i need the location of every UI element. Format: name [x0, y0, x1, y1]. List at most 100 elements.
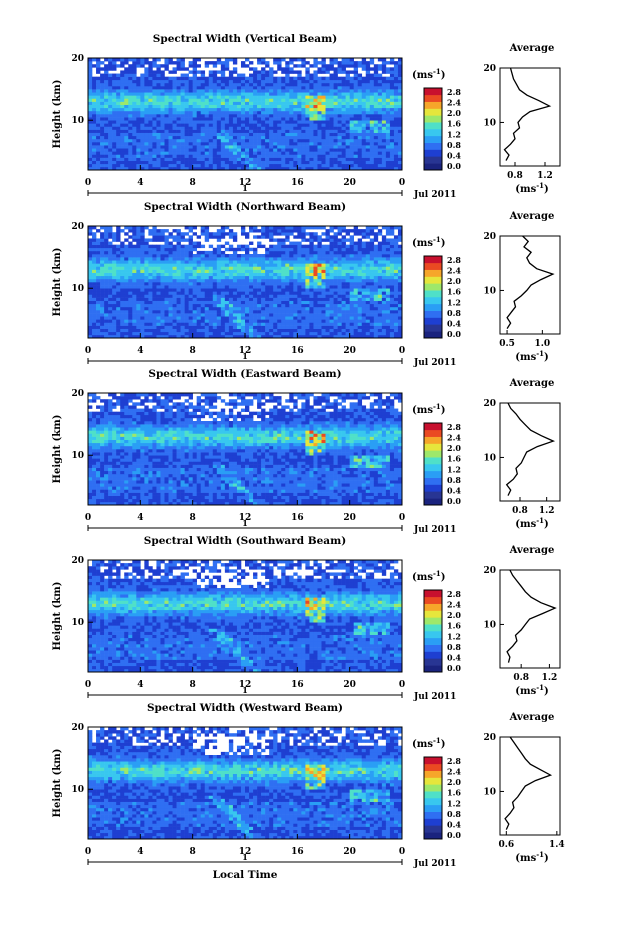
- heatmap-cell: [128, 331, 133, 336]
- heatmap-cell: [297, 254, 302, 258]
- heatmap-cell: [156, 319, 161, 323]
- heatmap-cell: [224, 64, 230, 68]
- heatmap-cell: [305, 334, 310, 339]
- heatmap-cell: [341, 166, 346, 171]
- heatmap-cell: [240, 263, 246, 267]
- heatmap-cell: [156, 142, 161, 146]
- heatmap-cell: [281, 82, 286, 87]
- heatmap-cell: [305, 254, 310, 258]
- colorbar-segment: [424, 115, 442, 123]
- heatmap-cell: [208, 160, 214, 165]
- heatmap-cell: [136, 300, 141, 305]
- heatmap-cell: [257, 145, 262, 149]
- heatmap-cell: [377, 160, 383, 165]
- heatmap-cell: [349, 76, 354, 81]
- heatmap-cell: [168, 272, 173, 277]
- heatmap-cell: [337, 104, 342, 109]
- heatmap-cell: [232, 114, 238, 118]
- heatmap-cell: [88, 82, 93, 87]
- heatmap-cell: [361, 322, 367, 326]
- heatmap-cell: [293, 135, 298, 140]
- heatmap-cell: [152, 148, 157, 152]
- heatmap-cell: [377, 114, 383, 118]
- heatmap-cell: [188, 257, 193, 261]
- heatmap-cell: [249, 163, 254, 168]
- heatmap-cell: [208, 138, 214, 143]
- heatmap-cell: [305, 328, 310, 333]
- heatmap-cell: [249, 79, 254, 84]
- heatmap-cell: [393, 263, 399, 267]
- heatmap-cell: [297, 114, 302, 118]
- heatmap-cell: [140, 316, 145, 320]
- heatmap-cell: [289, 123, 294, 127]
- heatmap-cell: [184, 322, 189, 326]
- heatmap-cell: [389, 263, 395, 267]
- heatmap-cell: [289, 135, 294, 140]
- heatmap-cell: [220, 328, 226, 333]
- heatmap-cell: [345, 272, 350, 277]
- heatmap-cell: [305, 138, 310, 143]
- heatmap-cell: [353, 257, 359, 261]
- heatmap-cell: [220, 138, 226, 143]
- heatmap-cell: [293, 263, 298, 267]
- heatmap-cell: [120, 157, 125, 161]
- heatmap-cell: [293, 86, 298, 90]
- heatmap-cell: [96, 285, 101, 289]
- heatmap-cell: [220, 325, 226, 329]
- heatmap-cell: [289, 145, 294, 149]
- heatmap-cell: [184, 244, 189, 249]
- heatmap-cell: [116, 291, 121, 295]
- heatmap-cell: [297, 313, 302, 317]
- heatmap-cell: [220, 244, 226, 249]
- heatmap-cell: [108, 123, 113, 127]
- heatmap-cell: [373, 157, 379, 161]
- heatmap-cell: [385, 120, 391, 124]
- heatmap-cell: [333, 79, 338, 84]
- heatmap-cell: [333, 82, 338, 87]
- heatmap-cell: [373, 114, 379, 118]
- heatmap-cell: [180, 95, 185, 99]
- heatmap-cell: [389, 334, 395, 339]
- heatmap-cell: [92, 297, 97, 301]
- heatmap-cell: [144, 67, 149, 71]
- heatmap-cell: [104, 110, 109, 115]
- heatmap-cell: [108, 269, 113, 273]
- heatmap-cell: [112, 269, 117, 273]
- heatmap-cell: [96, 79, 101, 84]
- heatmap-cell: [245, 325, 250, 329]
- heatmap-cell: [172, 303, 177, 308]
- heatmap-cell: [297, 123, 302, 127]
- heatmap-cell: [377, 278, 383, 283]
- heatmap-cell: [104, 257, 109, 261]
- heatmap-cell: [148, 142, 153, 146]
- heatmap-cell: [273, 166, 278, 171]
- heatmap-cell: [385, 266, 391, 270]
- heatmap-cell: [92, 110, 97, 115]
- heatmap-cell: [160, 132, 165, 137]
- heatmap-cell: [216, 275, 222, 280]
- heatmap-cell: [212, 272, 218, 277]
- heatmap-cell: [124, 129, 129, 133]
- heatmap-cell: [240, 104, 246, 109]
- heatmap-cell: [124, 322, 129, 326]
- heatmap-cell: [144, 247, 149, 252]
- heatmap-cell: [116, 266, 121, 270]
- heatmap-cell: [180, 142, 185, 146]
- chart-panel-1: Spectral Width (Vertical Beam)0 4 8 12 16 20 0…: [52, 33, 561, 200]
- heatmap-cell: [317, 79, 322, 84]
- heatmap-cell: [212, 319, 218, 323]
- heatmap-cell: [204, 92, 210, 96]
- heatmap-cell: [164, 157, 169, 161]
- heatmap-cell: [152, 244, 157, 249]
- heatmap-cell: [249, 278, 254, 283]
- heatmap-cell: [389, 166, 395, 171]
- heatmap-cell: [100, 120, 105, 124]
- heatmap-cell: [305, 266, 310, 270]
- heatmap-cell: [277, 260, 282, 264]
- heatmap-cell: [224, 306, 230, 311]
- heatmap-cell: [277, 79, 282, 84]
- heatmap-cell: [353, 154, 359, 158]
- heatmap-cell: [236, 297, 242, 301]
- heatmap-cell: [289, 89, 294, 93]
- heatmap-cell: [345, 151, 350, 155]
